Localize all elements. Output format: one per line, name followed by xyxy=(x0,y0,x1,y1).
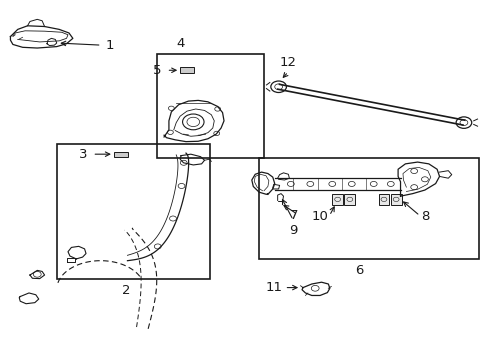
Text: 8: 8 xyxy=(420,210,428,223)
Bar xyxy=(390,194,401,205)
Bar xyxy=(331,194,342,205)
Text: 11: 11 xyxy=(265,281,282,294)
Text: 3: 3 xyxy=(79,148,87,161)
Text: 1: 1 xyxy=(105,39,114,52)
Bar xyxy=(57,144,210,279)
Bar xyxy=(157,54,264,158)
Bar xyxy=(114,152,128,157)
Text: 2: 2 xyxy=(122,284,130,297)
Bar xyxy=(259,158,478,259)
Text: 9: 9 xyxy=(288,224,297,237)
Text: 4: 4 xyxy=(176,37,184,50)
Text: 12: 12 xyxy=(279,56,296,69)
Bar xyxy=(180,67,193,73)
Bar xyxy=(344,194,354,205)
Text: 6: 6 xyxy=(354,264,363,277)
Text: 5: 5 xyxy=(153,64,161,77)
Text: 10: 10 xyxy=(311,210,328,223)
Text: 7: 7 xyxy=(289,210,298,222)
Bar xyxy=(378,194,388,205)
